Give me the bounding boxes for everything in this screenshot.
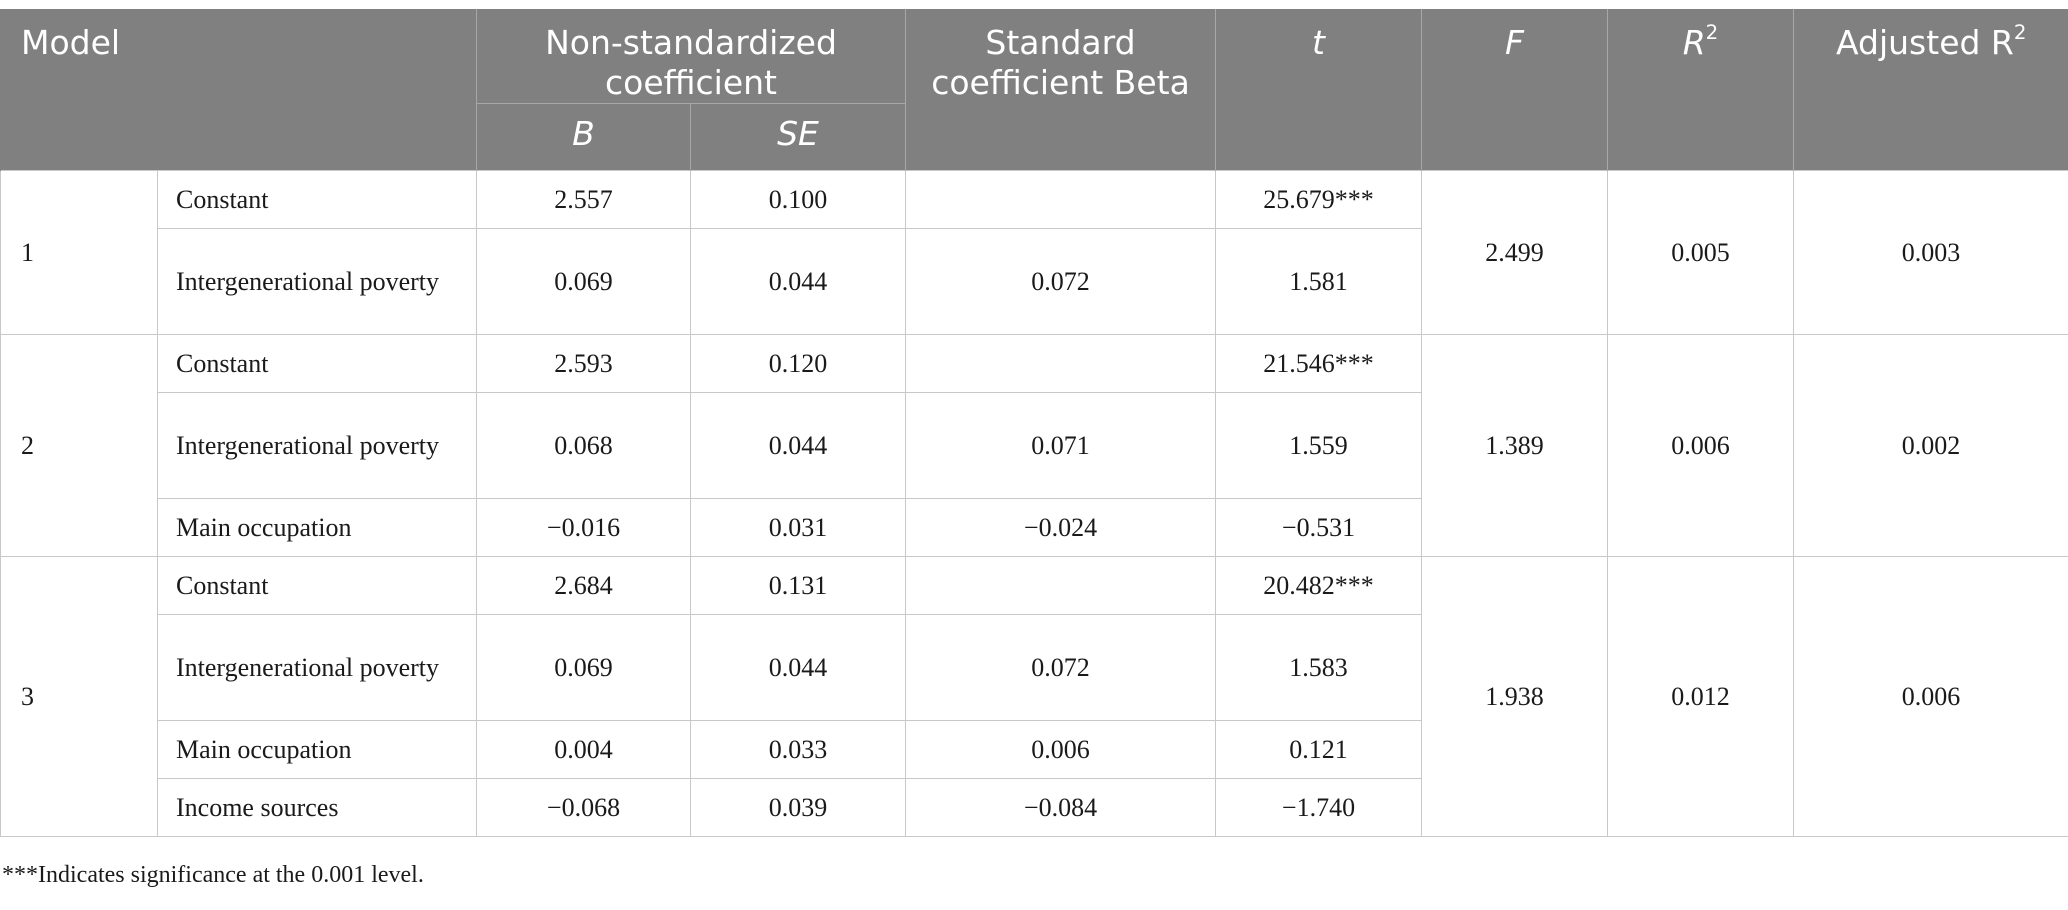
table-body: 1 Constant 2.557 0.100 25.679*** 2.499 0… xyxy=(0,170,2068,837)
cell-t: 25.679*** xyxy=(1215,170,1422,229)
cell-b: 0.069 xyxy=(476,614,691,721)
cell-se: 0.044 xyxy=(690,614,906,721)
variable-name: Constant xyxy=(157,556,477,615)
cell-b: 2.557 xyxy=(476,170,691,229)
cell-beta: 0.072 xyxy=(905,614,1216,721)
variable-name: Income sources xyxy=(157,778,477,837)
cell-t: 1.581 xyxy=(1215,228,1422,335)
variable-name: Constant xyxy=(157,334,477,393)
header-adjusted-r-squared-label: Adjusted R xyxy=(1836,23,2014,62)
cell-r-squared: 0.012 xyxy=(1607,556,1794,837)
cell-b: 2.684 xyxy=(476,556,691,615)
model-number: 3 xyxy=(0,556,158,837)
cell-beta: −0.084 xyxy=(905,778,1216,837)
variable-name: Intergenerational poverty xyxy=(157,228,477,335)
cell-b: 0.069 xyxy=(476,228,691,335)
model-number: 2 xyxy=(0,334,158,557)
table-row: 2 Constant 2.593 0.120 21.546*** 1.389 0… xyxy=(0,334,2068,557)
cell-beta: 0.006 xyxy=(905,720,1216,779)
cell-t: −0.531 xyxy=(1215,498,1422,557)
cell-b: 2.593 xyxy=(476,334,691,393)
table-row: Intergenerational poverty 0.069 0.044 0.… xyxy=(1,614,2068,721)
cell-f: 1.938 xyxy=(1421,556,1608,837)
variable-name: Constant xyxy=(157,170,477,229)
cell-se: 0.100 xyxy=(690,170,906,229)
cell-beta xyxy=(905,170,1216,229)
cell-b: 0.004 xyxy=(476,720,691,779)
cell-t: 1.583 xyxy=(1215,614,1422,721)
header-adjusted-r-squared-sup: 2 xyxy=(2013,21,2027,45)
variable-name: Intergenerational poverty xyxy=(157,614,477,721)
cell-t: 21.546*** xyxy=(1215,334,1422,393)
variable-name: Main occupation xyxy=(157,498,477,557)
variable-name: Intergenerational poverty xyxy=(157,392,477,499)
table-header: Model Non-standardized coefficient Stand… xyxy=(0,9,2068,171)
header-r-squared-sup: 2 xyxy=(1705,21,1719,45)
cell-t: 1.559 xyxy=(1215,392,1422,499)
cell-f: 2.499 xyxy=(1421,170,1608,335)
cell-f: 1.389 xyxy=(1421,334,1608,557)
cell-r-squared: 0.006 xyxy=(1607,334,1794,557)
table-row: Main occupation 0.004 0.033 0.006 0.121 xyxy=(1,720,2068,779)
table-row: 1 Constant 2.557 0.100 25.679*** 2.499 0… xyxy=(0,170,2068,335)
header-se: SE xyxy=(690,103,906,171)
cell-se: 0.131 xyxy=(690,556,906,615)
header-b: B xyxy=(476,103,691,171)
cell-se: 0.044 xyxy=(690,228,906,335)
cell-beta: 0.072 xyxy=(905,228,1216,335)
cell-b: 0.068 xyxy=(476,392,691,499)
cell-se: 0.120 xyxy=(690,334,906,393)
cell-b: −0.016 xyxy=(476,498,691,557)
cell-r-squared: 0.005 xyxy=(1607,170,1794,335)
table-row: Main occupation −0.016 0.031 −0.024 −0.5… xyxy=(1,498,2068,557)
cell-se: 0.031 xyxy=(690,498,906,557)
cell-se: 0.039 xyxy=(690,778,906,837)
cell-adjusted-r-squared: 0.002 xyxy=(1793,334,2068,557)
cell-se: 0.033 xyxy=(690,720,906,779)
header-nonstandardized-coefficient: Non-standardized coefficient xyxy=(476,9,906,104)
header-adjusted-r-squared: Adjusted R2 xyxy=(1793,9,2068,171)
cell-t: −1.740 xyxy=(1215,778,1422,837)
table-row: Income sources −0.068 0.039 −0.084 −1.74… xyxy=(1,778,2068,837)
table-footnote: ***Indicates significance at the 0.001 l… xyxy=(2,862,424,888)
header-r-squared: R2 xyxy=(1607,9,1794,171)
cell-t: 20.482*** xyxy=(1215,556,1422,615)
variable-name: Main occupation xyxy=(157,720,477,779)
header-r-squared-label: R xyxy=(1682,23,1706,62)
cell-beta: −0.024 xyxy=(905,498,1216,557)
cell-t: 0.121 xyxy=(1215,720,1422,779)
cell-beta xyxy=(905,556,1216,615)
cell-b: −0.068 xyxy=(476,778,691,837)
cell-se: 0.044 xyxy=(690,392,906,499)
header-standard-coefficient-beta: Standard coefficient Beta xyxy=(905,9,1216,171)
header-model: Model xyxy=(0,9,477,171)
table-row: Intergenerational poverty 0.068 0.044 0.… xyxy=(1,392,2068,499)
cell-beta: 0.071 xyxy=(905,392,1216,499)
table-row: 3 Constant 2.684 0.131 20.482*** 1.938 0… xyxy=(0,556,2068,837)
cell-adjusted-r-squared: 0.003 xyxy=(1793,170,2068,335)
model-number: 1 xyxy=(0,170,158,335)
cell-beta xyxy=(905,334,1216,393)
regression-table: Model Non-standardized coefficient Stand… xyxy=(0,9,2068,837)
header-f: F xyxy=(1421,9,1608,171)
header-t: t xyxy=(1215,9,1422,171)
cell-adjusted-r-squared: 0.006 xyxy=(1793,556,2068,837)
